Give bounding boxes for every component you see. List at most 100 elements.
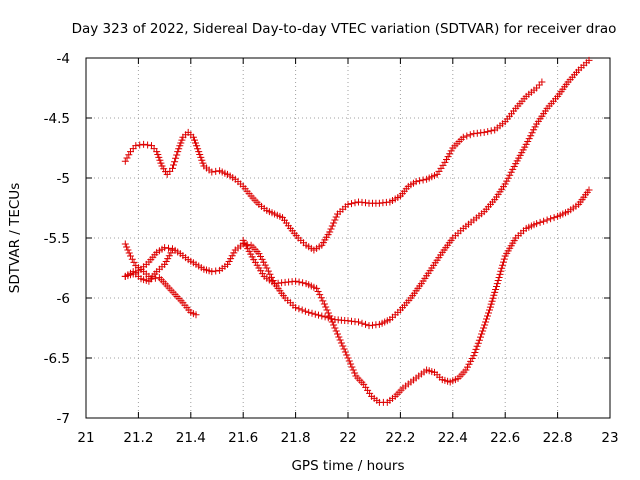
data-point: [328, 222, 336, 230]
data-point: [121, 240, 129, 248]
data-point: [585, 56, 593, 64]
data-point: [443, 156, 450, 163]
data-point: [349, 366, 357, 374]
data-point: [531, 123, 539, 131]
data-point: [305, 308, 313, 316]
data-point: [328, 318, 336, 326]
data-point: [355, 318, 362, 326]
data-point: [295, 278, 303, 286]
data-point: [298, 306, 306, 314]
data-point: [504, 174, 512, 182]
data-point: [326, 312, 334, 320]
data-point: [144, 141, 152, 149]
data-point: [123, 154, 131, 162]
data-point: [500, 258, 507, 266]
data-point: [154, 151, 162, 158]
data-point: [480, 128, 488, 136]
y-axis-label: SDTVAR / TECUs: [7, 183, 23, 293]
data-point: [175, 145, 183, 153]
data-point: [490, 291, 498, 299]
data-point: [212, 267, 220, 275]
data-point: [478, 330, 486, 338]
data-point: [484, 312, 491, 320]
data-point: [156, 156, 164, 164]
series-track-a: [121, 78, 546, 254]
data-point: [336, 336, 344, 344]
data-point: [466, 131, 474, 139]
data-point: [473, 342, 481, 350]
data-point: [153, 148, 161, 156]
data-point: [324, 309, 332, 317]
data-point: [212, 167, 220, 175]
x-tick-label: 22.4: [438, 430, 468, 446]
grid: [86, 58, 610, 418]
data-point: [481, 321, 489, 329]
data-point: [547, 215, 555, 223]
data-point: [474, 339, 482, 347]
data-point: [347, 360, 355, 368]
x-tick-label: 23: [601, 430, 618, 446]
data-point: [192, 311, 200, 319]
data-point: [321, 313, 329, 321]
data-point: [191, 136, 198, 144]
data-point: [585, 186, 593, 194]
data-point: [343, 351, 351, 359]
x-tick-label: 21.8: [281, 430, 311, 446]
data-point: [128, 255, 136, 263]
data-point: [196, 151, 204, 158]
data-point: [165, 244, 172, 252]
data-point: [446, 150, 454, 158]
chart-title: Day 323 of 2022, Sidereal Day-to-day VTE…: [72, 21, 617, 37]
data-point: [496, 270, 504, 278]
x-axis-label: GPS time / hours: [291, 458, 404, 474]
data-point: [124, 246, 132, 254]
data-point: [538, 78, 546, 86]
data-point: [299, 279, 307, 287]
data-point: [319, 297, 327, 305]
data-point: [326, 228, 334, 236]
data-point: [313, 284, 321, 292]
y-tick-label: -6.5: [44, 351, 70, 367]
data-point: [485, 309, 492, 317]
data-point: [489, 294, 497, 302]
x-tick-label: 22.2: [385, 430, 415, 446]
data-point: [174, 148, 182, 156]
x-tick-label: 22: [339, 430, 356, 446]
data-point: [260, 258, 268, 266]
data-point: [330, 219, 338, 227]
data-point: [261, 261, 269, 269]
data-point: [127, 252, 134, 260]
data-point: [136, 141, 144, 149]
data-point: [264, 267, 272, 275]
data-point: [464, 363, 471, 371]
data-point: [331, 324, 339, 332]
series-track-e: [121, 246, 176, 285]
series-track-d: [239, 186, 593, 406]
x-tick-label: 21.4: [176, 430, 206, 446]
data-point: [480, 324, 488, 332]
data-point: [308, 309, 316, 317]
data-point: [332, 327, 340, 335]
data-point: [487, 127, 495, 135]
data-point: [533, 220, 541, 228]
data-point: [494, 277, 502, 284]
data-point: [170, 161, 177, 169]
data-point: [467, 357, 475, 365]
data-point: [195, 148, 203, 156]
data-point: [330, 321, 338, 329]
data-point: [198, 156, 206, 164]
data-point: [332, 213, 340, 221]
data-point: [341, 348, 349, 356]
data-point: [472, 345, 480, 353]
data-point: [334, 330, 341, 338]
data-point: [344, 354, 352, 362]
data-point: [162, 258, 170, 265]
data-point: [263, 264, 271, 272]
data-point: [525, 135, 533, 143]
data-point: [441, 158, 449, 166]
data-point: [337, 339, 345, 347]
data-point: [482, 318, 490, 326]
data-point: [171, 158, 179, 166]
data-point: [140, 140, 148, 148]
data-point: [495, 274, 503, 281]
